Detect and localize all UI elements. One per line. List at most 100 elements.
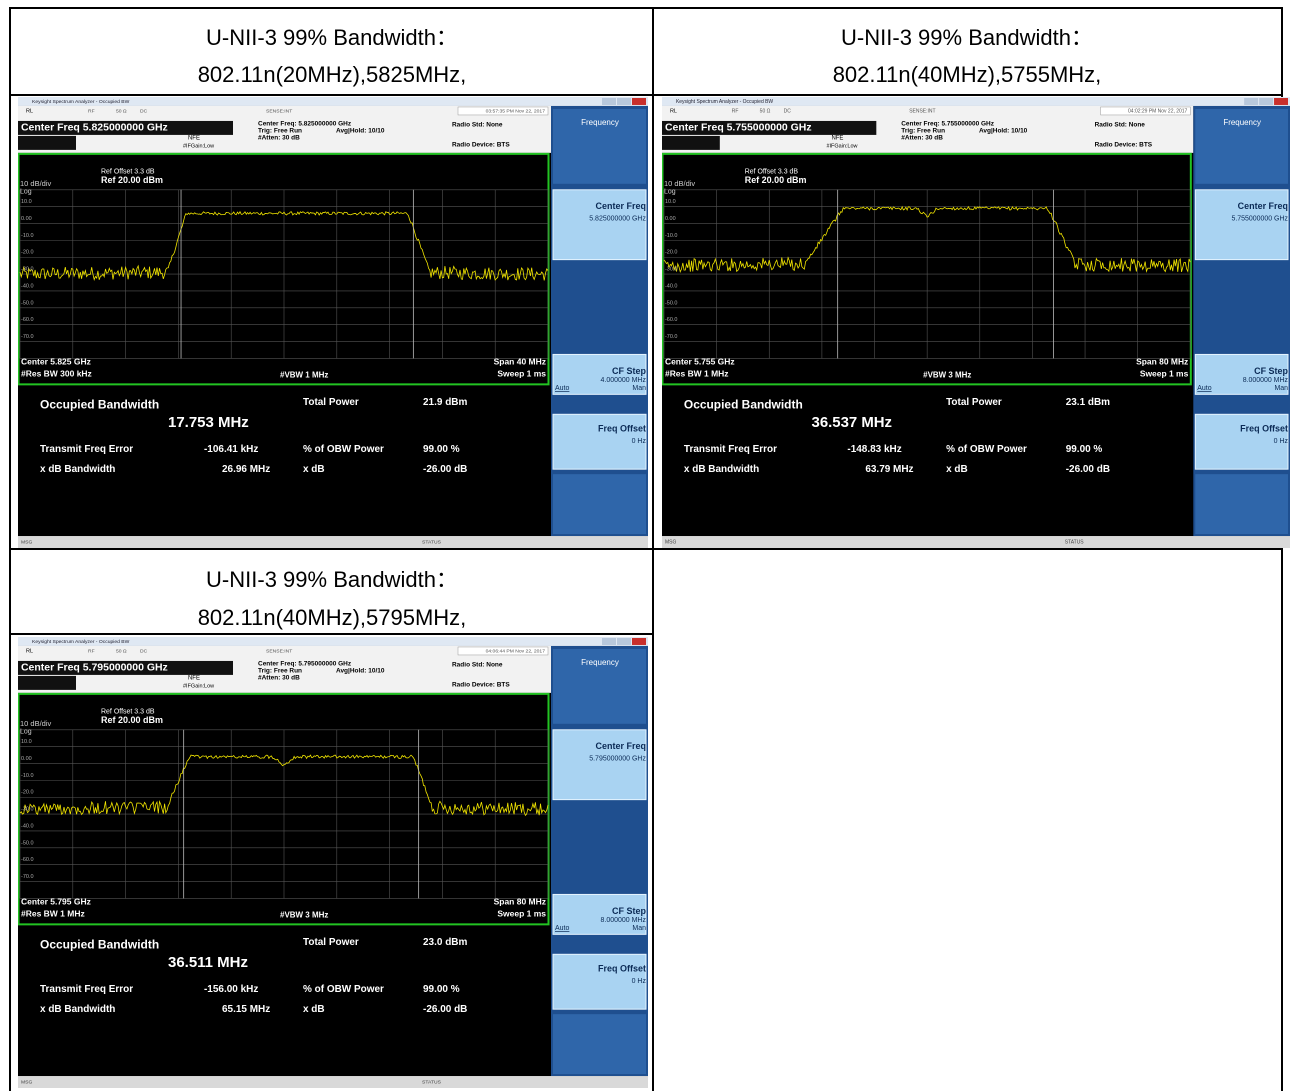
total-power-label: Total Power bbox=[946, 397, 1002, 408]
impedance: 50 Ω bbox=[760, 108, 771, 114]
obw-pct: 99.00 % bbox=[423, 444, 460, 455]
radio-device: Radio Device: BTS bbox=[1095, 142, 1153, 149]
status-bar bbox=[18, 536, 648, 548]
sense: SENSE:INT bbox=[909, 108, 935, 114]
nfe: NFE bbox=[188, 135, 200, 141]
caption-line: 802.11n(40MHz),5795MHz, bbox=[12, 605, 652, 631]
sk-cf-step: CF Step bbox=[612, 366, 646, 376]
atten: #Atten: 30 dB bbox=[901, 135, 943, 142]
sk-auto: Auto bbox=[1197, 385, 1211, 392]
center-freq-banner: Center Freq 5.825000000 GHz bbox=[21, 123, 168, 134]
ref-level: Ref 20.00 dBm bbox=[101, 715, 163, 725]
timestamp: 03:57:35 PM Nov 22, 2017 bbox=[486, 108, 546, 114]
total-power-label: Total Power bbox=[303, 937, 359, 948]
y-axis-label: -60.0 bbox=[21, 317, 34, 323]
sk-freq-offset: Freq Offset bbox=[598, 964, 646, 974]
xdb: -26.00 dB bbox=[1066, 464, 1110, 475]
xdb-bw-label: x dB Bandwidth bbox=[40, 1004, 115, 1015]
cf-readout: Center Freq: 5.795000000 GHz bbox=[258, 661, 352, 668]
y-axis-label: -70.0 bbox=[21, 334, 34, 340]
window-close bbox=[632, 98, 646, 105]
rl: RL bbox=[26, 108, 33, 114]
obw-label: Occupied Bandwidth bbox=[684, 397, 803, 411]
screenshot: 10.00.00-10.0-20.0-30.0-40.0-50.0-60.0-7… bbox=[18, 637, 648, 1091]
log: Log bbox=[20, 189, 32, 196]
trig: Trig: Free Run bbox=[258, 668, 302, 675]
coupling: DC bbox=[784, 108, 792, 114]
plot-frame bbox=[19, 694, 549, 924]
y-axis-label: -40.0 bbox=[21, 823, 34, 829]
sk-freq-offset: Freq Offset bbox=[598, 424, 646, 434]
sweep: Sweep 1 ms bbox=[497, 909, 546, 919]
center: Center 5.825 GHz bbox=[21, 357, 91, 367]
sk-man: Man bbox=[632, 385, 646, 392]
obw-pct-label: % of OBW Power bbox=[303, 444, 384, 455]
caption-line: U-NII-3 99% Bandwidth： bbox=[647, 25, 1287, 51]
y-axis-label: 10.0 bbox=[21, 199, 32, 205]
coupling: DC bbox=[140, 648, 148, 654]
vbw: #VBW 3 MHz bbox=[280, 910, 328, 919]
obw-value: 36.511 MHz bbox=[168, 954, 248, 971]
atten: #Atten: 30 dB bbox=[258, 675, 300, 682]
sk-freq-offset-value: 0 Hz bbox=[1274, 438, 1289, 445]
xdb-label: x dB bbox=[303, 1004, 325, 1015]
y-axis-label: -60.0 bbox=[21, 857, 34, 863]
y-axis-label: -10.0 bbox=[21, 233, 34, 239]
trig: Trig: Free Run bbox=[258, 128, 302, 135]
rf: RF bbox=[732, 108, 739, 114]
sk-center-freq-value: 5.795000000 GHz bbox=[589, 756, 646, 763]
sk-menu: Frequency bbox=[581, 118, 619, 127]
xdb-label: x dB bbox=[303, 464, 325, 475]
msg: MSG bbox=[21, 539, 32, 545]
caption-line: U-NII-3 99% Bandwidth： bbox=[12, 25, 652, 51]
log: Log bbox=[664, 189, 676, 196]
status-bar bbox=[662, 536, 1290, 548]
cf-readout: Center Freq: 5.755000000 GHz bbox=[901, 121, 994, 128]
xdb: -26.00 dB bbox=[423, 1004, 467, 1015]
y-axis-label: -50.0 bbox=[21, 300, 34, 306]
xdb-label: x dB bbox=[946, 464, 968, 475]
y-axis-label: -50.0 bbox=[21, 840, 34, 846]
sk-freq-offset: Freq Offset bbox=[1240, 424, 1288, 434]
softkey-bottom bbox=[1195, 474, 1288, 534]
analyzer-screen: 10.00.00-10.0-20.0-30.0-40.0-50.0-60.0-7… bbox=[18, 637, 648, 1088]
y-axis-label: 10.0 bbox=[665, 199, 676, 205]
table-border bbox=[9, 7, 1283, 9]
window-title: Keysight Spectrum Analyzer - Occupied BW bbox=[32, 639, 130, 645]
y-axis-label: -60.0 bbox=[665, 317, 677, 323]
sk-center-freq: Center Freq bbox=[596, 201, 646, 211]
y-axis-label: -10.0 bbox=[21, 773, 34, 779]
if-gain: #IFGain:Low bbox=[183, 143, 214, 149]
res-bw: #Res BW 1 MHz bbox=[21, 909, 85, 919]
caption-line: U-NII-3 99% Bandwidth： bbox=[12, 567, 652, 593]
scale: 10 dB/div bbox=[20, 179, 51, 188]
radio-device: Radio Device: BTS bbox=[452, 682, 510, 689]
window-button bbox=[617, 98, 631, 105]
sk-center-freq-value: 5.825000000 GHz bbox=[589, 216, 646, 223]
sk-center-freq-value: 5.755000000 GHz bbox=[1231, 216, 1288, 223]
window-button bbox=[1259, 98, 1273, 105]
obw-label: Occupied Bandwidth bbox=[40, 937, 159, 951]
xdb-bw: 63.79 MHz bbox=[865, 464, 913, 475]
analyzer-screen: 10.00.00-10.0-20.0-30.0-40.0-50.0-60.0-7… bbox=[18, 97, 648, 548]
window-close bbox=[632, 638, 646, 645]
obw-pct-label: % of OBW Power bbox=[303, 984, 384, 995]
sense: SENSE:INT bbox=[266, 648, 292, 654]
banner-sub bbox=[18, 136, 76, 150]
y-axis-label: -20.0 bbox=[665, 250, 677, 256]
if-gain: #IFGain:Low bbox=[826, 143, 857, 149]
xdb-bw: 26.96 MHz bbox=[222, 464, 270, 475]
sense: SENSE:INT bbox=[266, 108, 292, 114]
y-axis-label: -20.0 bbox=[21, 790, 34, 796]
y-axis-label: 0.00 bbox=[665, 216, 676, 222]
y-axis-label: -50.0 bbox=[665, 300, 677, 306]
status: STATUS bbox=[422, 1079, 442, 1085]
center: Center 5.795 GHz bbox=[21, 897, 91, 907]
status: STATUS bbox=[422, 539, 442, 545]
window-button bbox=[602, 98, 616, 105]
log: Log bbox=[20, 729, 32, 736]
total-power: 21.9 dBm bbox=[423, 397, 468, 408]
xdb-bw: 65.15 MHz bbox=[222, 1004, 270, 1015]
radio-std: Radio Std: None bbox=[1095, 122, 1146, 129]
sk-auto: Auto bbox=[555, 385, 569, 392]
